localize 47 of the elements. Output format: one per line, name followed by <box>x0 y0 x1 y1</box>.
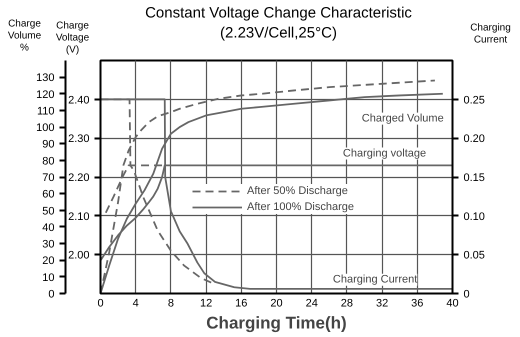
y3-tick-label: 120 <box>36 88 55 101</box>
y-axis-title: Charge Voltage (V) <box>56 20 90 56</box>
y3-tick-label: 30 <box>42 238 55 251</box>
y2-tick-label: 0.25 <box>464 94 485 106</box>
y3-tick-label: 0 <box>48 288 55 300</box>
legend-label: After 50% Discharge <box>247 184 348 198</box>
y3-tick-label: 130 <box>36 72 55 84</box>
y3-tick-label: 60 <box>42 188 55 201</box>
chart-subtitle: (2.23V/Cell,25°C) <box>220 24 337 42</box>
y3-tick-label: 70 <box>42 172 55 184</box>
y3-tick-label: 50 <box>42 205 55 218</box>
y3-tick-label: 100 <box>36 122 55 134</box>
x-tick-label: 28 <box>340 298 354 310</box>
y3-tick-label: 10 <box>42 272 55 284</box>
annotation: Charging Current <box>332 274 418 286</box>
x-tick-label: 24 <box>306 298 318 310</box>
annotation: Charging voltage <box>342 148 426 160</box>
x-tick-label: 16 <box>235 298 248 310</box>
x-axis-title: Charging Time(h) <box>206 314 347 332</box>
y3-axis-title: Charge Volume % <box>8 18 42 54</box>
y2-tick-label: 0.05 <box>464 250 485 262</box>
y2-tick-label: 0.20 <box>464 133 485 146</box>
x-tick-label: 0 <box>97 298 104 310</box>
x-tick-label: 4 <box>132 298 139 310</box>
y2-tick-label: 0.15 <box>464 172 485 184</box>
y3-tick-label: 80 <box>42 155 55 168</box>
y3-tick-label: 20 <box>42 255 55 268</box>
x-tick-label: 12 <box>200 298 212 310</box>
x-tick-label: 40 <box>446 298 459 310</box>
y2-tick-label: 0.10 <box>464 210 485 223</box>
y-tick-label: 2.10 <box>68 210 90 223</box>
y-tick-label: 2.20 <box>68 172 90 184</box>
y3-tick-label: 90 <box>42 138 55 151</box>
y2-axis-title: Charging Current <box>470 22 511 46</box>
x-tick-label: 32 <box>376 298 388 310</box>
y-tick-label: 2.30 <box>68 133 90 146</box>
y-tick-label: 2.40 <box>68 94 90 106</box>
y3-tick-label: 40 <box>42 222 55 234</box>
legend-label: After 100% Discharge <box>247 200 354 214</box>
x-tick-label: 8 <box>168 298 174 310</box>
y-tick-label: 2.00 <box>68 250 90 262</box>
x-tick-label: 20 <box>270 298 283 310</box>
x-tick-label: 36 <box>411 298 424 310</box>
y3-tick-label: 110 <box>36 105 55 118</box>
annotation: Charged Volume <box>362 112 444 125</box>
y2-tick-label: 0 <box>464 288 470 300</box>
chart-title: Constant Voltage Change Characteristic <box>145 4 412 22</box>
